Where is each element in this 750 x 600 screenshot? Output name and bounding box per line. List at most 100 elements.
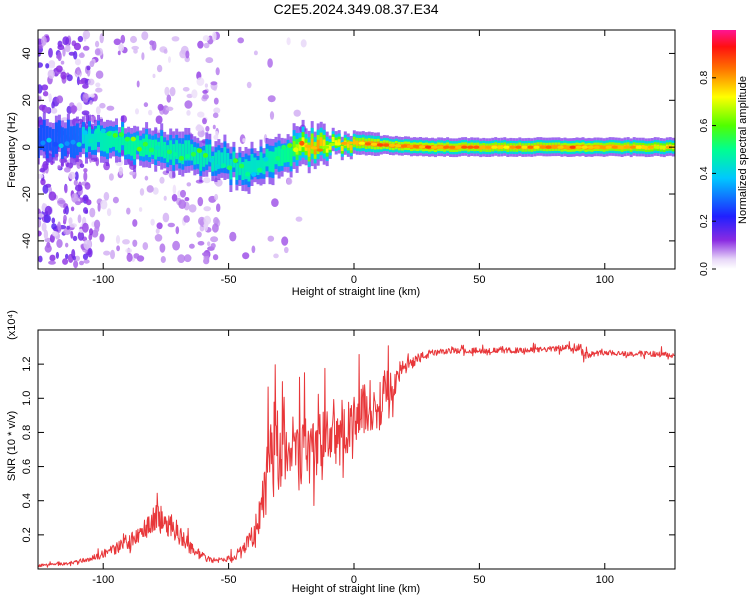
heatmap-peak-cell	[215, 164, 221, 170]
snr-panel: -100 -50 0 50 100 0.2 0.4 0.6 0.8 1.0 1.2 Height o…	[6, 310, 676, 595]
heatmap-noise-cell	[71, 193, 79, 203]
heatmap-noise-cell	[110, 249, 115, 260]
heatmap-ridge-cell	[313, 146, 317, 155]
heatmap-noise-cell	[51, 101, 55, 110]
heatmap-noise-cell	[82, 83, 89, 89]
heatmap-noise-cell	[186, 110, 191, 116]
heatmap-ridge-cell	[280, 148, 284, 166]
heatmap-noise-cell	[197, 196, 204, 207]
heatmap-peak-cell	[136, 146, 142, 152]
heatmap-noise-cell	[172, 240, 181, 251]
heatmap-noise-cell	[246, 81, 252, 89]
heatmap-ridge-cell	[184, 140, 188, 161]
heatmap-noise-cell	[133, 48, 138, 54]
y-tick-label: 0.6	[21, 459, 33, 474]
x-tick-label: -50	[221, 274, 237, 286]
y-tick-label: 0.8	[21, 425, 33, 440]
heatmap-peak-cell	[467, 145, 474, 149]
heatmap-noise-cell	[38, 104, 45, 111]
heatmap-ridge-cell	[103, 133, 106, 152]
heatmap-peak-cell	[394, 144, 402, 148]
heatmap-ridge-cell	[109, 130, 112, 148]
heatmap-peak-cell	[100, 128, 106, 134]
heatmap-noise-cell	[118, 43, 125, 52]
heatmap-peak-cell	[82, 130, 88, 136]
heatmap-noise-cell	[38, 173, 44, 179]
heatmap-noise-cell	[38, 255, 43, 263]
heatmap-peak-cell	[400, 144, 408, 148]
heatmap-noise-cell	[74, 58, 81, 66]
snr-series-line	[38, 341, 675, 568]
heatmap-noise-cell	[66, 225, 70, 230]
heatmap-noise-cell	[76, 160, 81, 169]
heatmap-ridge-cell	[214, 152, 218, 171]
heatmap-peak-cell	[172, 152, 178, 157]
heatmap-noise-cell	[85, 199, 92, 206]
heatmap-peak-cell	[58, 143, 64, 149]
heatmap-noise-cell	[203, 177, 211, 184]
heatmap-noise-cell	[202, 117, 207, 125]
heatmap-peak-cell	[539, 145, 546, 149]
heatmap-peak-cell	[647, 145, 655, 149]
heatmap-peak-cell	[407, 144, 414, 148]
heatmap-noise-cell	[57, 51, 62, 62]
heatmap-noise-cell	[42, 91, 49, 97]
heatmap-noise-cell	[86, 65, 91, 71]
heatmap-peak-cell	[275, 156, 281, 161]
heatmap-noise-cell	[131, 45, 139, 50]
heatmap-noise-cell	[202, 94, 209, 100]
heatmap-noise-cell	[38, 84, 43, 94]
heatmap-peak-cell	[316, 148, 324, 152]
heatmap-peak-cell	[641, 145, 649, 149]
heatmap-ridge-cell	[307, 147, 311, 157]
heatmap-noise-cell	[117, 50, 121, 56]
heatmap-ridge-cell	[310, 138, 314, 149]
heatmap-noise-cell	[52, 231, 59, 237]
heatmap-peak-cell	[461, 145, 468, 149]
heatmap-noise-cell	[154, 234, 163, 242]
heatmap-ridge-cell	[81, 126, 85, 144]
heatmap-noise-cell	[126, 253, 133, 262]
heatmap-peak-cell	[358, 141, 366, 145]
heatmap-noise-cell	[76, 102, 83, 112]
heatmap-ridge-cell	[166, 145, 170, 163]
heatmap-noise-cell	[68, 51, 75, 56]
heatmap-noise-cell	[82, 253, 89, 260]
heatmap-peak-cell	[569, 145, 576, 149]
heatmap-noise-cell	[89, 207, 96, 218]
heatmap-noise-cell	[152, 73, 156, 79]
heatmap-noise-cell	[177, 254, 186, 263]
heatmap-noise-cell	[171, 36, 180, 42]
heatmap-noise-cell	[129, 171, 136, 176]
heatmap-peak-cell	[413, 144, 420, 149]
x-tick-label: 100	[596, 574, 614, 586]
heatmap-noise-cell	[45, 63, 50, 69]
heatmap-noise-cell	[237, 37, 244, 44]
heatmap-ridge-cell	[100, 131, 103, 151]
heatmap-noise-cell	[186, 93, 193, 99]
heatmap-peak-cell	[617, 145, 624, 149]
heatmap-noise-cell	[38, 62, 43, 68]
heatmap-y-axis-label: Frequency (Hz)	[6, 112, 18, 188]
heatmap-noise-cell	[63, 227, 71, 236]
heatmap-noise-cell	[197, 40, 204, 49]
heatmap-ridge-cell	[211, 156, 215, 172]
heatmap-ridge-cell	[85, 133, 88, 153]
y-tick-label: 1.2	[21, 356, 33, 371]
heatmap-peak-cell	[521, 145, 528, 149]
heatmap-peak-cell	[76, 142, 82, 147]
colorbar-tick-label: 0.2	[699, 214, 710, 228]
heatmap-peak-cell	[425, 145, 432, 149]
x-tick-label: 50	[473, 274, 485, 286]
heatmap-peak-cell	[322, 145, 330, 149]
heatmap-noise-cell	[143, 102, 149, 108]
snr-y-axis-label: SNR (10 * v/v)	[6, 411, 18, 481]
heatmap-noise-cell	[157, 103, 164, 111]
heatmap-noise-cell	[73, 260, 79, 269]
heatmap-peak-cell	[190, 151, 197, 157]
heatmap-noise-cell	[83, 259, 90, 264]
heatmap-noise-cell	[212, 124, 216, 130]
heatmap-peak-cell	[473, 145, 480, 149]
heatmap-ridge-cell	[190, 144, 194, 161]
